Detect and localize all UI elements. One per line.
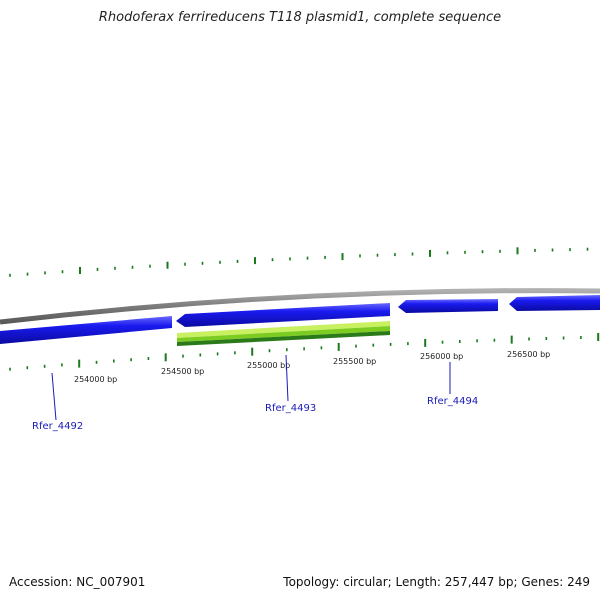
gene-rfer-4494-arrow[interactable] bbox=[398, 299, 498, 313]
tick-label-256500: 256500 bp bbox=[507, 350, 550, 359]
gene-labels: Rfer_4492 Rfer_4493 Rfer_4494 bbox=[32, 354, 478, 432]
tick-label-256000: 256000 bp bbox=[420, 352, 463, 361]
gene-next-arrow[interactable] bbox=[509, 295, 600, 311]
gene-label-rfer-4493[interactable]: Rfer_4493 bbox=[265, 403, 316, 414]
gene-label-rfer-4492[interactable]: Rfer_4492 bbox=[32, 421, 83, 432]
tick-label-255500: 255500 bp bbox=[333, 357, 376, 366]
gene-label-rfer-4494[interactable]: Rfer_4494 bbox=[427, 396, 478, 407]
tick-label-254000: 254000 bp bbox=[74, 375, 117, 384]
scale-labels: 254000 bp 254500 bp 255000 bp 255500 bp … bbox=[74, 350, 550, 384]
gene-rfer-4493-arrow[interactable] bbox=[176, 303, 390, 327]
leader-line-rfer-4493 bbox=[285, 354, 289, 402]
outer-tick-row bbox=[9, 247, 589, 277]
plasmid-backbone bbox=[0, 288, 600, 325]
tick-label-254500: 254500 bp bbox=[161, 367, 204, 376]
gene-rfer-4492-arrow[interactable] bbox=[0, 316, 172, 344]
map-title: Rhodoferax ferrireducens T118 plasmid1, … bbox=[98, 10, 502, 25]
leader-line-rfer-4492 bbox=[51, 372, 57, 421]
topology-summary: Topology: circular; Length: 257,447 bp; … bbox=[283, 575, 590, 589]
accession-text: Accession: NC_007901 bbox=[9, 575, 146, 589]
gene-rfer-4493-highlight[interactable] bbox=[177, 321, 390, 346]
tick-label-255000: 255000 bp bbox=[247, 361, 290, 370]
inner-tick-row bbox=[9, 333, 600, 371]
